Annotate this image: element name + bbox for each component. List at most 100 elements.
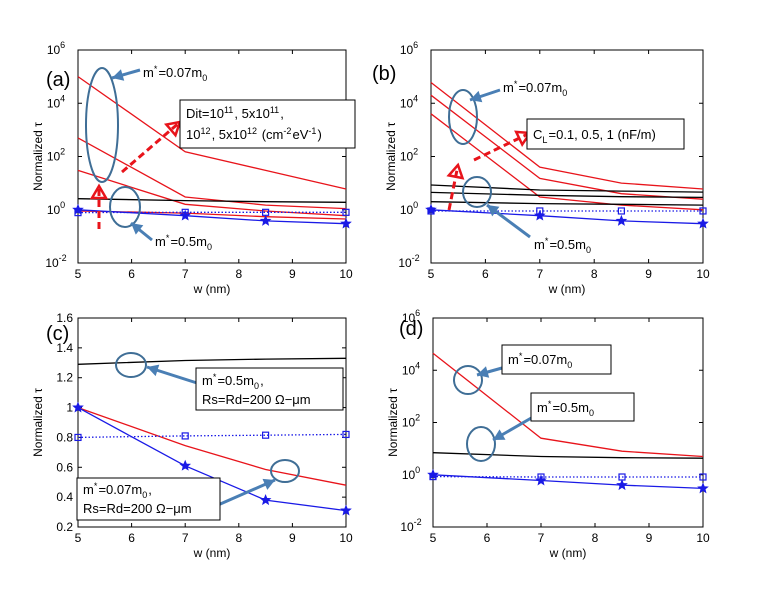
star-marker: [616, 479, 628, 491]
x-tick-label: 7: [536, 267, 543, 281]
label-d-m05: m* =0.5m0: [537, 399, 595, 418]
square-marker: [342, 208, 350, 216]
dashed-arrow-b-up: [447, 164, 460, 211]
arrow-d-m007-head: [477, 366, 490, 378]
series-line: [77, 169, 347, 217]
box-c-m05: [195, 367, 344, 411]
dashed-arrow-a-diag-head: [163, 120, 182, 138]
series-line: [77, 198, 347, 203]
x-tick-label: 7: [182, 267, 189, 281]
square-marker: [74, 433, 82, 442]
star-marker: [179, 459, 192, 471]
y-tick-label: 106: [47, 40, 65, 57]
series-line: [430, 201, 704, 206]
ellipse-a-m05: [109, 186, 141, 228]
x-tick-label: 7: [538, 531, 545, 545]
label-d-m007: m* =0.07m0: [508, 351, 573, 370]
y-tick-label: 106: [400, 40, 418, 57]
dashed-arrow-b-diag-head: [514, 130, 533, 148]
star-marker: [340, 504, 352, 516]
y-tick-label: 102: [47, 147, 65, 164]
square-marker: [262, 431, 270, 439]
ellipse-d-m007: [453, 365, 483, 395]
y-tick-label: 100: [47, 200, 65, 217]
arrow-d-m05-head: [493, 429, 506, 440]
y-tick-label: 1.4: [56, 341, 73, 355]
star-marker: [179, 209, 192, 221]
star-marker: [340, 217, 352, 229]
label-c-m05-line1: m* =0.5m0 ,: [202, 372, 264, 391]
y-tick-label: 1.2: [56, 371, 73, 385]
x-tick-label: 6: [128, 531, 135, 545]
y-axis-label: Normalized τ: [386, 388, 400, 457]
ellipse-c-black: [115, 352, 147, 378]
series-line: [77, 209, 347, 225]
x-axis-label: w (nm): [549, 546, 587, 560]
star-marker: [259, 214, 272, 226]
x-tick-label: 8: [592, 531, 599, 545]
y-tick-label: 10-2: [400, 517, 421, 534]
star-marker: [533, 209, 546, 221]
x-tick-label: 9: [646, 531, 653, 545]
star-marker: [259, 494, 272, 506]
y-tick-label: 102: [402, 413, 420, 430]
series-line: [77, 406, 347, 486]
x-tick-label: 8: [235, 267, 242, 281]
series-line: [77, 407, 347, 512]
series-line: [430, 191, 704, 199]
x-tick-label: 5: [75, 531, 82, 545]
dashed-arrow-a-diag: [121, 120, 181, 174]
ellipse-b-m05: [462, 176, 492, 208]
y-tick-label: 0.8: [56, 430, 73, 444]
label-c-m007-line2: Rs=Rd=200 Ω−μm: [83, 501, 192, 516]
label-c-m007-line1: m* =0.07m0 ,: [83, 481, 152, 500]
dit-box: [179, 99, 356, 149]
ellipse-a-m007: [85, 67, 119, 183]
dashed-arrow-b-up-head: [446, 162, 465, 180]
ellipse-b-m007: [448, 89, 478, 145]
arrow-a-m05-head: [131, 223, 144, 235]
panel-b: 5 6 7 8 9 10 10-2 100 102 104 106 w (nm) Normalized …: [372, 40, 710, 296]
series-line: [430, 184, 704, 193]
square-marker: [699, 207, 707, 215]
y-axis-label: Normalized τ: [31, 388, 45, 457]
x-axis-label: w (nm): [548, 282, 586, 296]
panel-label: (b): [372, 63, 396, 85]
star-marker: [72, 401, 84, 413]
cl-box: [526, 118, 685, 150]
x-tick-label: 5: [430, 531, 437, 545]
y-axis-label: Normalized τ: [384, 122, 398, 191]
y-tick-label: 1: [66, 401, 73, 415]
star-marker: [427, 468, 439, 480]
y-tick-label: 104: [47, 93, 65, 110]
dashed-arrow-a-up-head: [89, 183, 109, 200]
x-tick-label: 9: [289, 267, 296, 281]
series-line: [77, 76, 347, 190]
dit-label-line1: Dit=1011 , 5x1011 ,: [186, 105, 284, 121]
panel-d: 5 6 7 8 9 10 10-2 100 102 104 106 w (nm) Normalized …: [386, 308, 710, 560]
panel-label: (c): [46, 323, 69, 345]
star-marker: [697, 217, 709, 229]
y-tick-label: 100: [400, 200, 418, 217]
series-line: [430, 209, 704, 225]
x-tick-label: 9: [645, 267, 652, 281]
label-b-m007: m* =0.07m0: [503, 79, 568, 98]
series-line: [77, 433, 347, 439]
arrow-c-black-head: [147, 364, 160, 377]
x-tick-label: 10: [339, 531, 353, 545]
series-line: [77, 137, 347, 210]
arrow-b-m007-head: [470, 90, 483, 103]
box-c-m007: [76, 477, 221, 521]
x-tick-label: 8: [591, 267, 598, 281]
y-tick-label: 104: [402, 360, 420, 377]
y-tick-label: 100: [402, 465, 420, 482]
box-d-m05: [530, 392, 635, 422]
x-tick-label: 6: [484, 531, 491, 545]
panel-label: (d): [399, 318, 423, 340]
x-tick-label: 6: [128, 267, 135, 281]
ellipse-c-red: [270, 459, 300, 483]
x-tick-label: 5: [75, 267, 82, 281]
square-marker: [617, 207, 626, 215]
y-axis-label: Normalized τ: [31, 122, 45, 191]
